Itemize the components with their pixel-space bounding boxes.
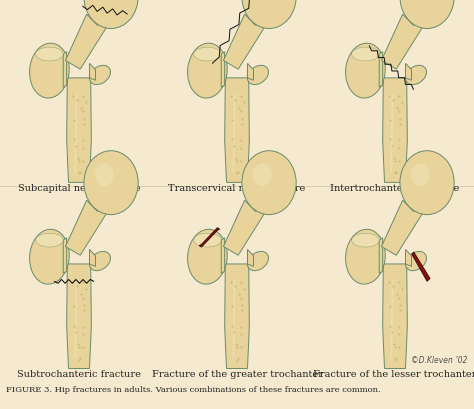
Ellipse shape	[29, 43, 69, 98]
Ellipse shape	[193, 233, 221, 247]
Polygon shape	[221, 238, 225, 273]
Polygon shape	[221, 52, 225, 87]
Circle shape	[242, 0, 296, 29]
Text: Intertrochanteric fracture: Intertrochanteric fracture	[330, 184, 460, 193]
Ellipse shape	[352, 47, 379, 61]
Polygon shape	[225, 264, 249, 369]
Text: Subcapital neck fracture: Subcapital neck fracture	[18, 184, 140, 193]
Ellipse shape	[346, 229, 385, 284]
Polygon shape	[223, 14, 272, 69]
Ellipse shape	[405, 252, 427, 271]
Polygon shape	[65, 200, 114, 255]
Text: ©D.Kleven ’02: ©D.Kleven ’02	[411, 356, 468, 365]
Ellipse shape	[247, 65, 268, 85]
Text: FIGURE 3. Hip fractures in adults. Various combinations of these fractures are c: FIGURE 3. Hip fractures in adults. Vario…	[6, 386, 380, 394]
Polygon shape	[223, 200, 272, 255]
Polygon shape	[405, 63, 411, 80]
Polygon shape	[199, 228, 220, 247]
Polygon shape	[379, 52, 383, 87]
Circle shape	[95, 164, 114, 186]
Ellipse shape	[188, 229, 227, 284]
Ellipse shape	[36, 47, 63, 61]
Text: Transcervical neck fracture: Transcervical neck fracture	[168, 184, 306, 193]
Polygon shape	[247, 63, 254, 80]
Text: Fracture of the greater trochanter: Fracture of the greater trochanter	[152, 370, 322, 379]
Polygon shape	[67, 78, 91, 182]
Circle shape	[84, 151, 138, 215]
Polygon shape	[247, 249, 254, 266]
Polygon shape	[382, 14, 430, 69]
Polygon shape	[405, 249, 411, 266]
Polygon shape	[412, 252, 430, 281]
Polygon shape	[225, 78, 249, 182]
Text: Subtrochanteric fracture: Subtrochanteric fracture	[17, 370, 141, 379]
Circle shape	[400, 151, 454, 215]
Ellipse shape	[90, 65, 110, 85]
Ellipse shape	[247, 252, 268, 271]
Ellipse shape	[188, 43, 227, 98]
Ellipse shape	[352, 233, 379, 247]
Polygon shape	[90, 249, 96, 266]
Circle shape	[242, 151, 296, 215]
Ellipse shape	[90, 252, 110, 271]
Ellipse shape	[405, 65, 427, 85]
Circle shape	[84, 0, 138, 29]
Polygon shape	[383, 78, 407, 182]
Polygon shape	[382, 200, 430, 255]
Ellipse shape	[346, 43, 385, 98]
Circle shape	[411, 164, 430, 186]
Polygon shape	[90, 63, 96, 80]
Circle shape	[400, 0, 454, 29]
Text: Fracture of the lesser trochanter: Fracture of the lesser trochanter	[313, 370, 474, 379]
Polygon shape	[63, 52, 67, 87]
Ellipse shape	[36, 233, 63, 247]
Polygon shape	[379, 238, 383, 273]
Polygon shape	[67, 264, 91, 369]
Polygon shape	[65, 14, 114, 69]
Circle shape	[253, 164, 272, 186]
Ellipse shape	[193, 47, 221, 61]
Polygon shape	[383, 264, 407, 369]
Polygon shape	[63, 238, 67, 273]
Ellipse shape	[29, 229, 69, 284]
